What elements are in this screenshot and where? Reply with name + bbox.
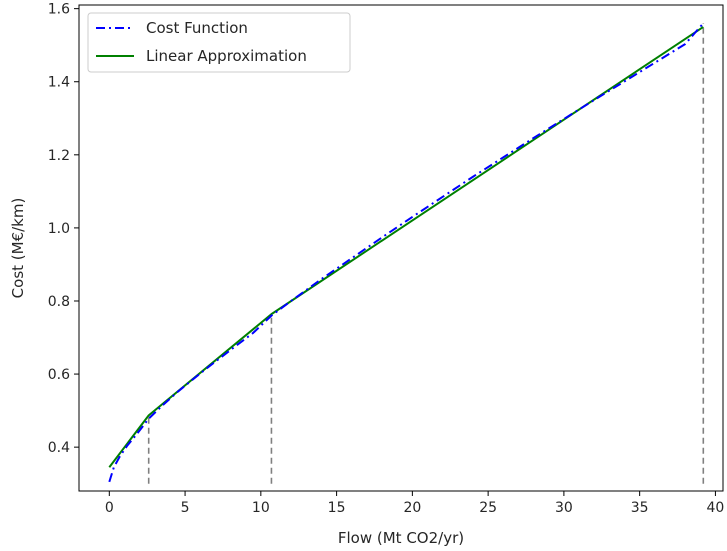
y-tick-label: 1.6 — [48, 2, 70, 18]
x-axis: 0 5 10 15 20 25 30 35 40 — [105, 491, 724, 516]
plot-frame — [78, 4, 724, 492]
legend-label-linear-approximation: Linear Approximation — [146, 47, 307, 65]
legend: Cost Function Linear Approximation — [87, 12, 351, 73]
y-tick-label: 0.4 — [48, 440, 70, 456]
x-tick-label: 5 — [181, 500, 190, 516]
x-tick-label: 10 — [252, 500, 270, 516]
x-tick-label: 15 — [328, 500, 346, 516]
x-tick-label: 35 — [631, 500, 649, 516]
legend-box — [87, 12, 351, 73]
x-axis-label: Flow (Mt CO2/yr) — [338, 529, 464, 547]
x-tick-label: 0 — [105, 500, 114, 516]
series-lines — [108, 22, 705, 483]
breakpoint-lines — [147, 23, 705, 484]
y-tick-label: 0.8 — [48, 294, 70, 310]
y-tick-label: 1.4 — [48, 75, 70, 91]
x-tick-label: 30 — [555, 500, 573, 516]
y-tick-label: 0.6 — [48, 367, 70, 383]
x-tick-label: 25 — [479, 500, 497, 516]
x-tick-label: 20 — [403, 500, 421, 516]
y-axis-label: Cost (M€/km) — [9, 198, 27, 299]
y-axis: 0.4 0.6 0.8 1.0 1.2 1.4 1.6 — [48, 2, 79, 456]
legend-label-cost-function: Cost Function — [146, 19, 248, 37]
series-line-cost-function — [108, 22, 705, 483]
y-tick-label: 1.0 — [48, 221, 70, 237]
x-tick-label: 40 — [707, 500, 725, 516]
y-tick-label: 1.2 — [48, 148, 70, 164]
